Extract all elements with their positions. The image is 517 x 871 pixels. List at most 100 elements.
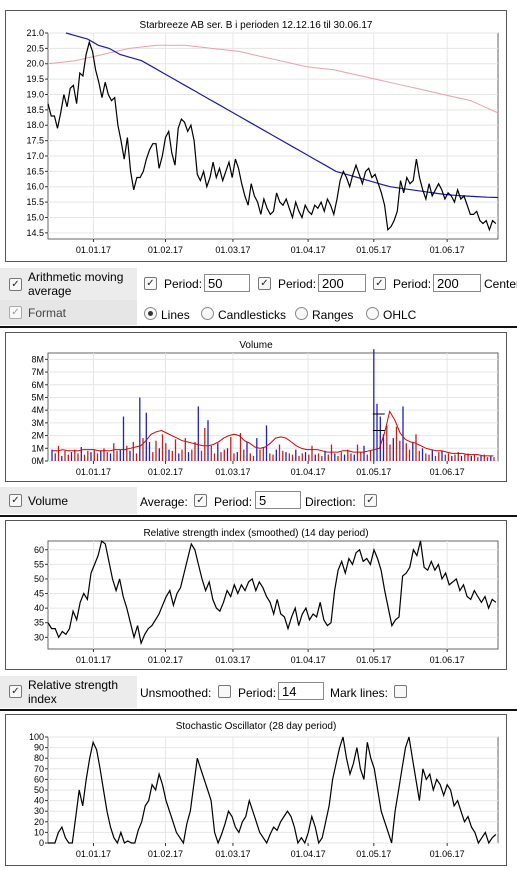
format-lines-label: Lines [161, 308, 190, 322]
rsi-y-tick-label: 55 [34, 559, 44, 569]
price-x-tick-label: 01.01.17 [76, 245, 111, 255]
ma-period2-checkbox[interactable]: ✓ [258, 277, 271, 290]
volume-x-tick-label: 01.02.17 [148, 467, 183, 477]
volume-y-tick-label: 5M [31, 392, 44, 402]
ma-period1-checkbox[interactable]: ✓ [144, 277, 157, 290]
rsi-y-tick-label: 40 [34, 603, 44, 613]
price-y-tick-label: 20.0 [26, 59, 44, 69]
price-y-tick-label: 17.0 [26, 151, 44, 161]
price-x-tick-label: 01.06.17 [430, 245, 465, 255]
ma-period1-label: Period: [164, 277, 203, 291]
volume-x-tick-label: 01.03.17 [215, 467, 250, 477]
stoch-x-tick-label: 01.06.17 [430, 849, 465, 859]
format-ranges-label: Ranges [312, 308, 354, 322]
stoch-chart: Stochastic Oscillator (28 day period) 10… [29, 721, 499, 859]
ma-period1-input[interactable]: 50 [204, 274, 250, 292]
volume-y-tick-label: 1M [31, 443, 44, 453]
stoch-y-tick-label: 20 [34, 817, 44, 827]
rsi-y-tick-label: 30 [34, 632, 44, 642]
stoch-y-tick-label: 70 [34, 764, 44, 774]
format-candlesticks-radio[interactable] [201, 307, 214, 320]
rsi-x-tick-label: 01.03.17 [215, 655, 250, 665]
price-y-tick-label: 15.0 [26, 212, 44, 222]
rsi-unsmoothed-label: Unsmoothed: [140, 686, 212, 700]
format-ohlc-radio[interactable] [366, 307, 379, 320]
stoch-x-tick-label: 01.04.17 [291, 849, 326, 859]
volume-x-tick-label: 01.05.17 [356, 467, 391, 477]
volume-chart-title: Volume [239, 340, 273, 351]
format-label-cell: ✓ Format [0, 300, 137, 325]
volume-chart: Volume 8M 7M 6M 5M 4M 3M 2M 1M 0M 01.01.17 01.02.1… [31, 340, 499, 477]
rsi-chart-panel: Relative strength index (smoothed) (14 d… [5, 520, 507, 670]
stoch-y-tick-label: 0 [39, 838, 44, 848]
format-controls-row: ✓ Format Lines Candlesticks Ranges OHLC [0, 300, 517, 325]
rsi-x-tick-label: 01.02.17 [148, 655, 183, 665]
price-y-tick-label: 17.5 [26, 136, 44, 146]
price-y-tick-label: 20.5 [26, 43, 44, 53]
ma-period3-checkbox[interactable]: ✓ [373, 277, 386, 290]
ma-label-cell: ✓ Arithmetic moving average [0, 268, 137, 300]
divider [0, 515, 517, 517]
volume-enable-checkbox[interactable]: ✓ [9, 494, 22, 507]
ma-period3-label: Period: [393, 277, 432, 291]
volume-y-tick-label: 3M [31, 418, 44, 428]
rsi-unsmoothed-checkbox[interactable] [218, 685, 231, 698]
format-lines-radio[interactable] [144, 307, 157, 320]
volume-y-tick-label: 7M [31, 367, 44, 377]
divider [0, 326, 517, 328]
price-y-tick-label: 19.5 [26, 74, 44, 84]
stoch-y-tick-label: 10 [34, 827, 44, 837]
volume-x-tick-label: 01.01.17 [76, 467, 111, 477]
volume-average-checkbox[interactable]: ✓ [194, 494, 207, 507]
price-x-tick-label: 01.03.17 [215, 245, 250, 255]
price-line [47, 40, 497, 232]
rsi-plot-frame [47, 540, 499, 650]
price-chart-panel: Starbreeze AB ser. B i perioden 12.12.16… [5, 10, 507, 262]
price-y-tick-label: 18.5 [26, 105, 44, 115]
price-chart: Starbreeze AB ser. B i perioden 12.12.16… [26, 20, 499, 255]
volume-controls-row: ✓ Volume Average: ✓ Period: 5 Direction:… [0, 487, 517, 514]
price-x-tick-label: 01.02.17 [148, 245, 183, 255]
stoch-y-tick-label: 60 [34, 774, 44, 784]
volume-period-input[interactable]: 5 [255, 491, 301, 509]
format-ranges-radio[interactable] [295, 307, 308, 320]
stoch-y-tick-label: 30 [34, 806, 44, 816]
ma-enable-checkbox[interactable]: ✓ [9, 278, 22, 291]
stoch-y-tick-label: 80 [34, 753, 44, 763]
stoch-chart-panel: Stochastic Oscillator (28 day period) 10… [5, 714, 507, 866]
ma-period2-label: Period: [278, 277, 317, 291]
rsi-x-tick-label: 01.01.17 [76, 655, 111, 665]
rsi-y-tick-label: 60 [34, 545, 44, 555]
rsi-y-tick-label: 45 [34, 589, 44, 599]
volume-y-tick-label: 0M [31, 456, 44, 466]
rsi-x-tick-label: 01.04.17 [291, 655, 326, 665]
rsi-period-input[interactable]: 14 [278, 682, 324, 700]
volume-direction-label: Direction: [305, 495, 356, 509]
price-y-tick-label: 19.0 [26, 89, 44, 99]
price-y-tick-label: 16.0 [26, 182, 44, 192]
rsi-y-tick-label: 35 [34, 618, 44, 628]
price-y-tick-label: 16.5 [26, 166, 44, 176]
ma50-line [65, 32, 499, 199]
divider [0, 709, 517, 711]
stoch-chart-title: Stochastic Oscillator (28 day period) [176, 721, 337, 732]
rsi-line [47, 539, 497, 646]
stoch-x-tick-label: 01.01.17 [76, 849, 111, 859]
rsi-y-tick-label: 50 [34, 574, 44, 584]
ma-controls-row: ✓ Arithmetic moving average ✓ Period: 50… [0, 268, 517, 300]
rsi-enable-checkbox[interactable]: ✓ [9, 685, 22, 698]
volume-label-cell: ✓ Volume [0, 487, 137, 514]
rsi-chart-title: Relative strength index (smoothed) (14 d… [143, 528, 368, 539]
rsi-label: Relative strength index [28, 678, 119, 706]
volume-direction-checkbox[interactable]: ✓ [364, 494, 377, 507]
stoch-line [48, 736, 497, 845]
volume-chart-panel: Volume 8M 7M 6M 5M 4M 3M 2M 1M 0M 01.01.17 01.02.1… [5, 332, 507, 482]
ma-center-label: Center [484, 277, 517, 291]
volume-period-label: Period: [214, 495, 253, 509]
ma-period2-input[interactable]: 200 [318, 274, 366, 292]
rsi-label-cell: ✓ Relative strength index [0, 676, 137, 708]
price-y-tick-label: 14.5 [26, 228, 44, 238]
rsi-marklines-checkbox[interactable] [394, 685, 407, 698]
ma-period3-input[interactable]: 200 [433, 274, 481, 292]
ma-label: Arithmetic moving average [28, 270, 124, 298]
